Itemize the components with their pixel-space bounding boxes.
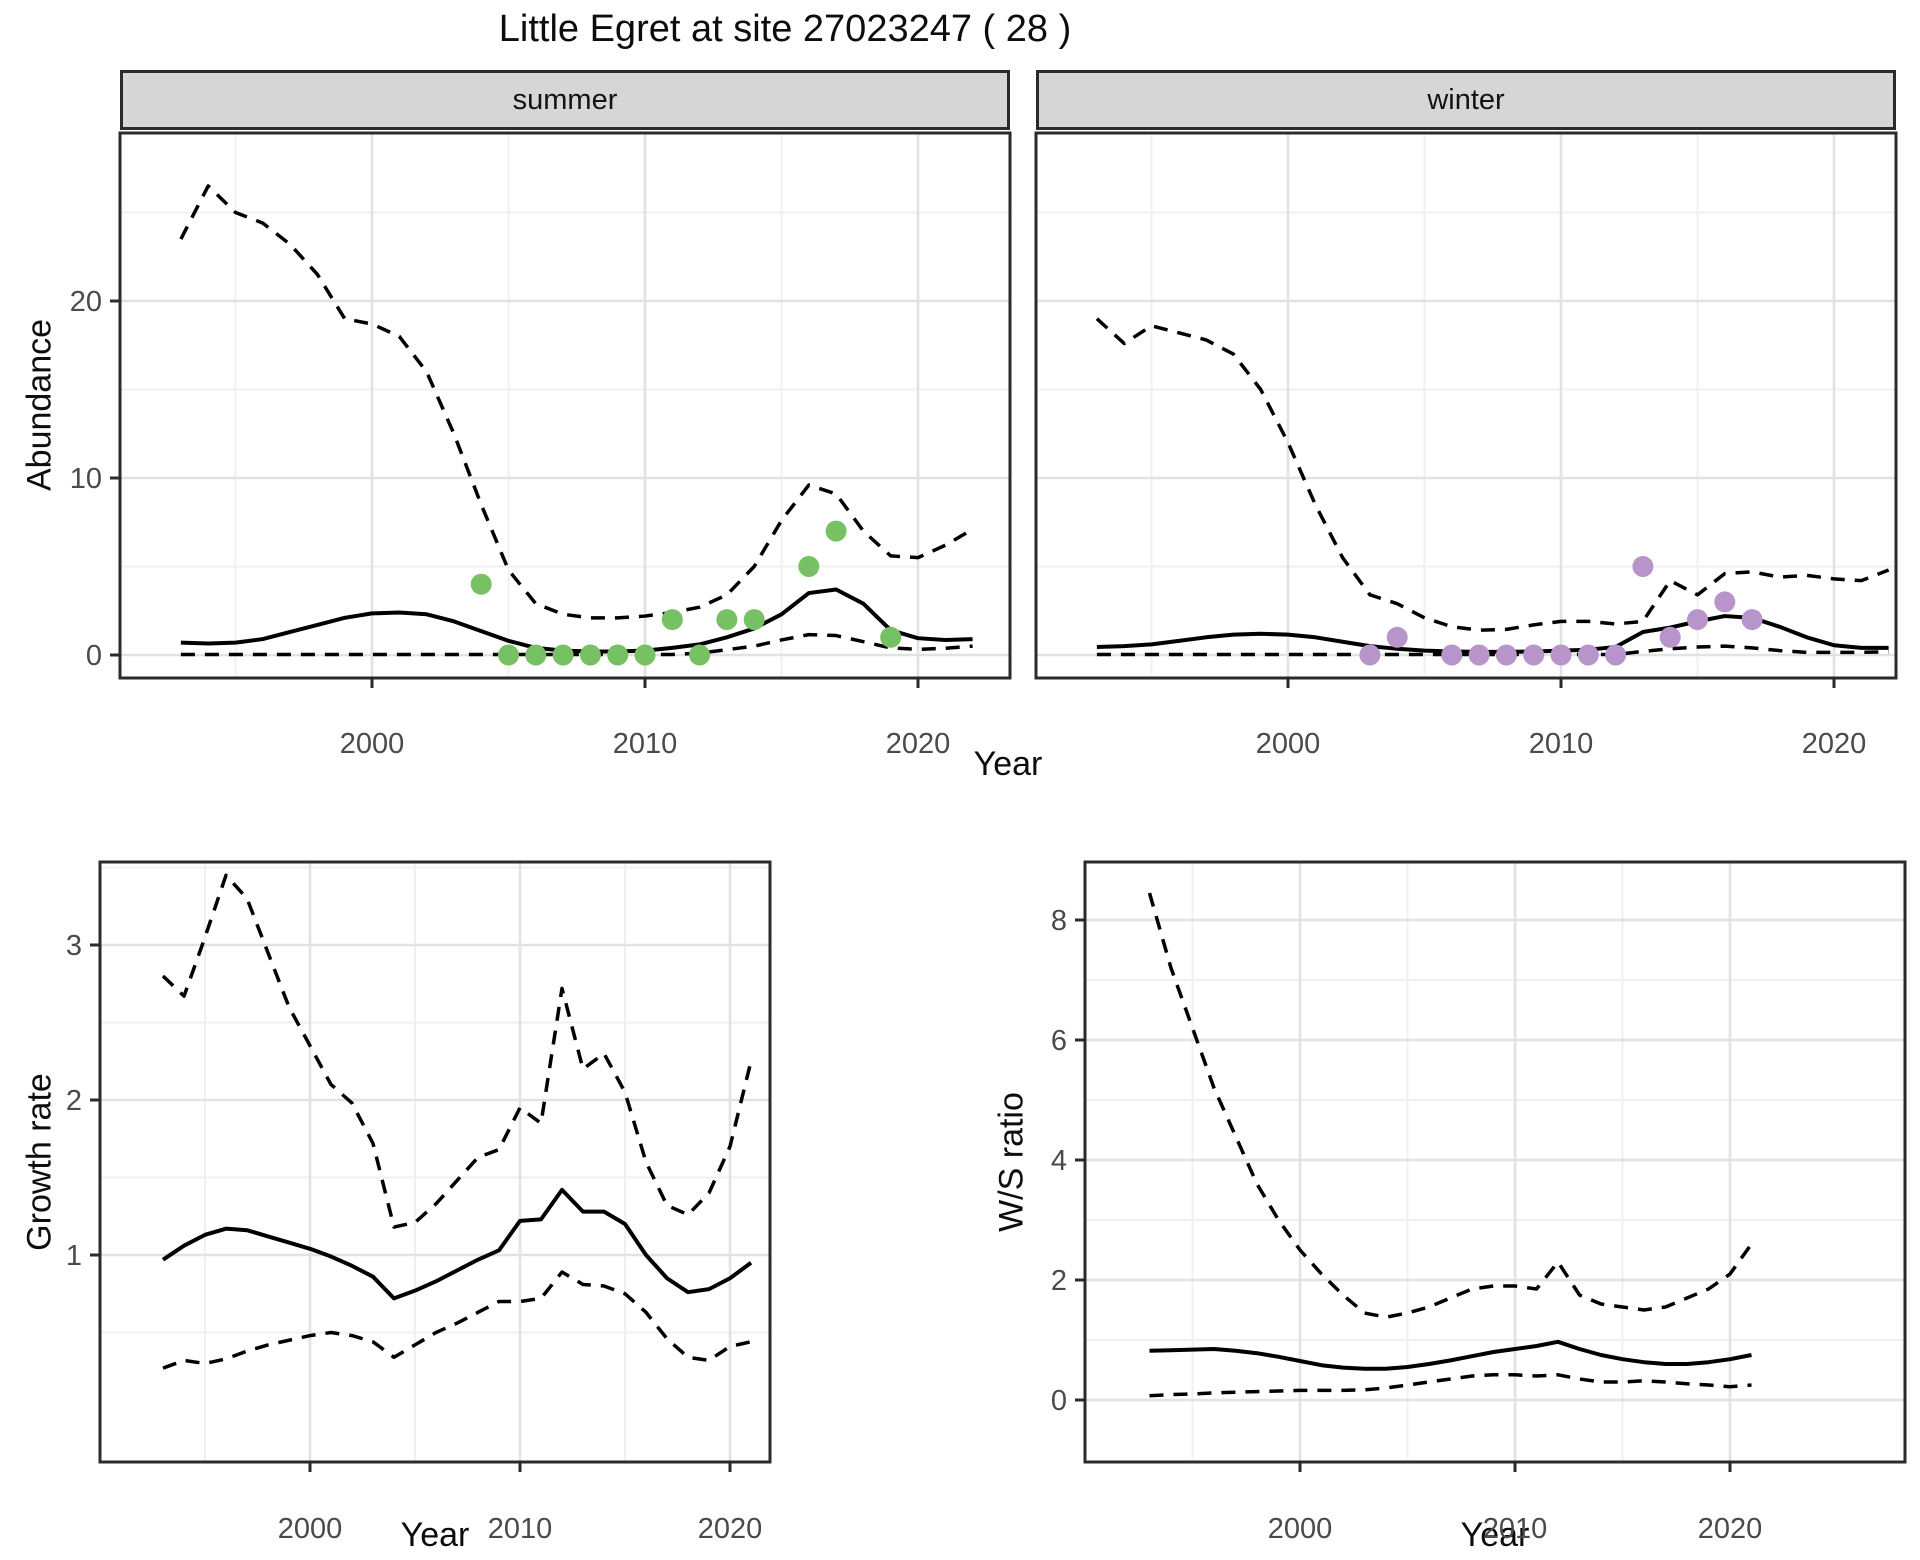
facet-strip-winter: winter (1036, 70, 1896, 130)
svg-text:2020: 2020 (886, 728, 951, 760)
facet-strip-summer: summer (120, 70, 1010, 130)
svg-text:0: 0 (86, 640, 102, 672)
svg-text:2010: 2010 (488, 1513, 553, 1545)
svg-text:2020: 2020 (1698, 1513, 1763, 1545)
svg-text:4: 4 (1051, 1145, 1067, 1177)
svg-text:10: 10 (70, 463, 102, 495)
svg-text:2: 2 (66, 1085, 82, 1117)
svg-text:1: 1 (66, 1240, 82, 1272)
svg-text:0: 0 (1051, 1385, 1067, 1417)
x-axis-label-year-ws: Year (1460, 1516, 1530, 1554)
svg-text:2000: 2000 (278, 1513, 343, 1545)
svg-text:2: 2 (1051, 1265, 1067, 1297)
svg-text:2010: 2010 (613, 728, 678, 760)
svg-text:8: 8 (1051, 905, 1067, 937)
x-axis-label-year-growth: Year (400, 1516, 470, 1554)
svg-text:2000: 2000 (1256, 728, 1321, 760)
svg-text:2020: 2020 (1802, 728, 1867, 760)
svg-text:2010: 2010 (1483, 1513, 1548, 1545)
x-axis-label-year-top: Year (973, 745, 1043, 783)
svg-text:2010: 2010 (1529, 728, 1594, 760)
svg-text:20: 20 (70, 286, 102, 318)
svg-text:2000: 2000 (1268, 1513, 1333, 1545)
chart-title: Little Egret at site 27023247 ( 28 ) (498, 8, 1072, 50)
svg-text:2000: 2000 (340, 728, 405, 760)
svg-text:2020: 2020 (698, 1513, 763, 1545)
svg-text:3: 3 (66, 930, 82, 962)
svg-text:6: 6 (1051, 1025, 1067, 1057)
